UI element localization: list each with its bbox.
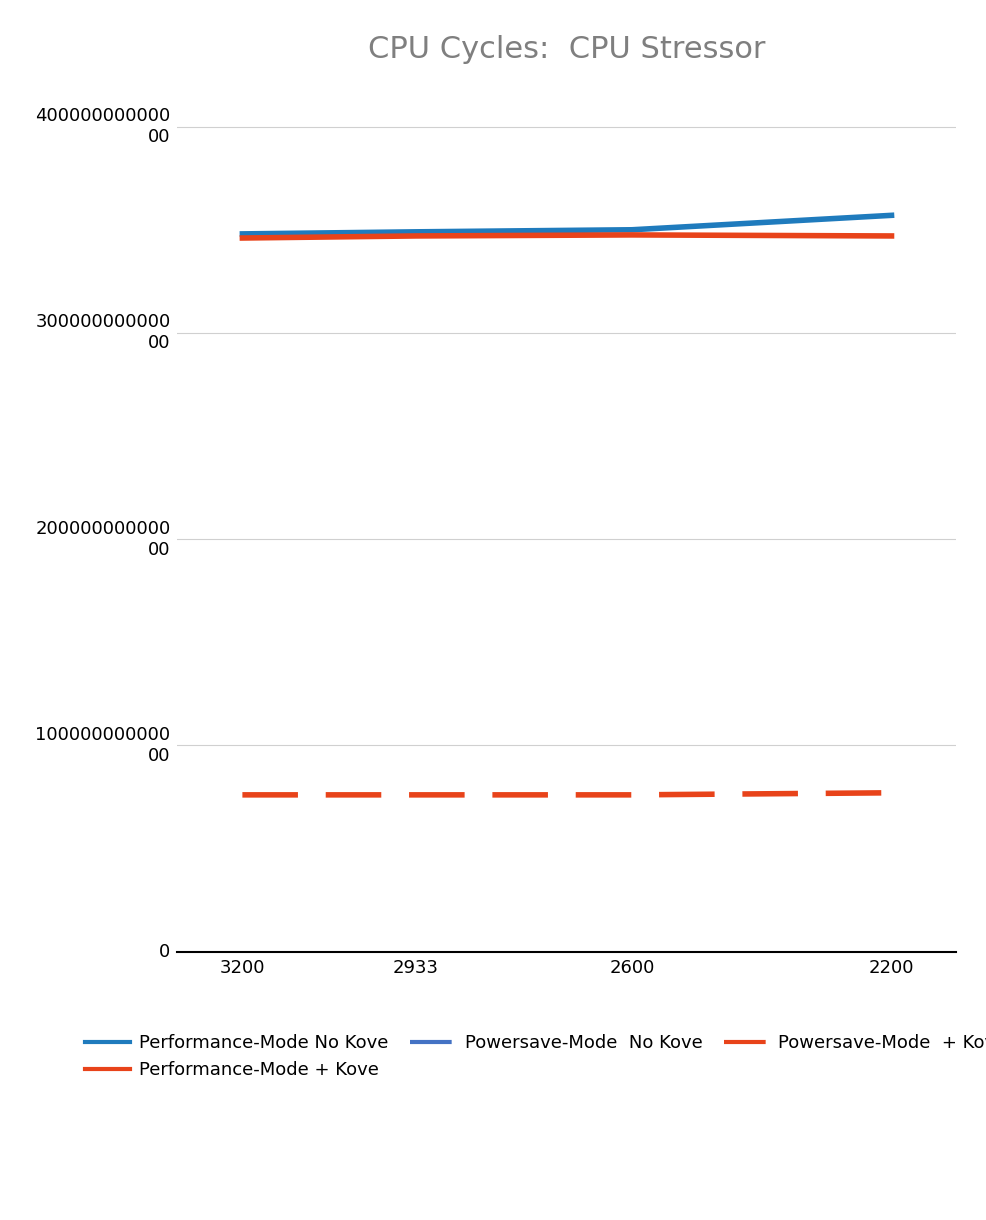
Title: CPU Cycles:  CPU Stressor: CPU Cycles: CPU Stressor bbox=[368, 34, 766, 63]
Legend: Performance-Mode No Kove, Performance-Mode + Kove, Powersave-Mode  No Kove, Powe: Performance-Mode No Kove, Performance-Mo… bbox=[85, 1035, 986, 1080]
